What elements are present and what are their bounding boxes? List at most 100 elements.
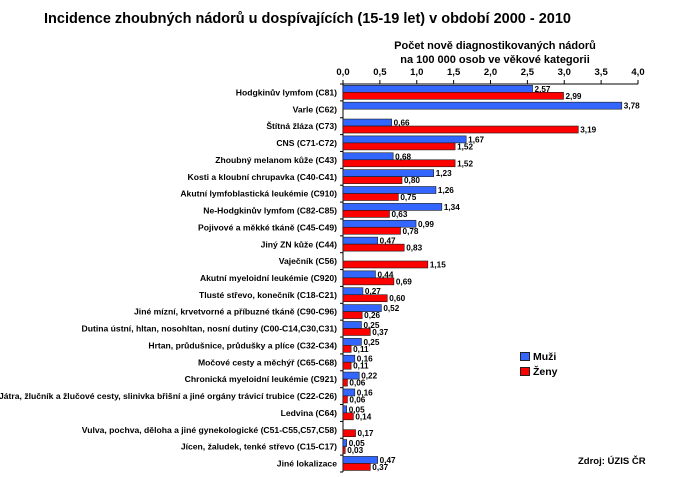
x-tick-label: 2,5 — [521, 67, 535, 78]
bar-muzi — [342, 371, 360, 380]
value-label-zeny: 0,63 — [391, 210, 407, 219]
value-label-zeny: 1,52 — [457, 142, 473, 151]
bar-muzi — [342, 169, 435, 177]
x-tick-label: 3,5 — [595, 67, 609, 78]
bar-zeny — [342, 429, 356, 437]
bar-zeny — [342, 210, 390, 218]
bar-zeny — [342, 243, 405, 252]
category-label: Jiné lokalizace — [277, 459, 337, 469]
bar-muzi — [342, 186, 437, 194]
bar-zeny — [342, 277, 395, 286]
legend-swatch-zeny — [520, 367, 530, 376]
value-label-zeny: 1,52 — [457, 159, 473, 168]
bar-muzi — [342, 287, 364, 296]
value-label-muzi: 0,47 — [380, 237, 396, 246]
bar-zeny — [342, 446, 346, 454]
value-label-zeny: 0,78 — [403, 227, 419, 236]
chart-title: Incidence zhoubných nádorů u dospívající… — [44, 11, 571, 27]
value-label-muzi: 0,66 — [394, 119, 410, 128]
value-label-muzi: 1,34 — [444, 203, 460, 212]
value-label-zeny: 0,83 — [406, 244, 422, 253]
bars — [342, 85, 623, 471]
legend-swatch-muzi — [520, 352, 530, 361]
category-label: Akutní lymfoblastická leukémie (C910) — [180, 189, 337, 199]
bar-muzi — [342, 270, 376, 279]
x-axis-title-line-1: Počet nově diagnostikovaných nádorů — [394, 40, 596, 52]
category-label: Chronická myeloidní leukémie (C921) — [185, 374, 337, 384]
value-label-muzi: 1,67 — [468, 135, 484, 144]
bar-muzi — [342, 321, 362, 329]
value-label-muzi: 0,27 — [365, 287, 381, 296]
category-label: Jiné mízní, krvetvorné a příbuzné tkáně … — [134, 307, 337, 317]
category-label: Jícen, žaludek, tenké střevo (C15-C17) — [181, 442, 337, 452]
value-label-zeny: 0,80 — [404, 176, 420, 185]
category-label: Vulva, pochva, děloha a jiné gynekologic… — [82, 425, 337, 435]
bar-zeny — [342, 412, 354, 421]
source-note: Zdroj: ÚZIS ČR — [578, 456, 646, 467]
bar-muzi — [342, 118, 392, 127]
value-label-zeny: 0,69 — [396, 277, 412, 286]
bar-zeny — [342, 294, 388, 303]
value-label-muzi: 0,05 — [349, 439, 365, 448]
bar-zeny — [342, 463, 371, 471]
value-label-muzi: 0,16 — [357, 355, 373, 364]
value-label-muzi: 0,16 — [357, 388, 373, 397]
bar-zeny — [342, 176, 403, 184]
x-tick-label: 1,0 — [410, 67, 423, 78]
value-label-zeny: 0,11 — [353, 345, 369, 354]
value-label-muzi: 0,52 — [383, 304, 399, 313]
x-tick-label: 4,0 — [631, 67, 644, 78]
bar-muzi — [342, 135, 467, 144]
value-label-muzi: 0,22 — [361, 372, 377, 381]
value-label-zeny: 0,37 — [372, 328, 388, 337]
bar-muzi — [342, 439, 347, 447]
category-label: Štítná žláza (C73) — [266, 120, 337, 131]
bar-zeny — [342, 361, 352, 370]
category-label: Játra, žlučník a žlučové cesty, slinivka… — [0, 391, 337, 401]
x-tick-label: 1,5 — [447, 67, 461, 78]
bar-zeny — [342, 159, 456, 168]
legend-item-zeny: Ženy — [520, 364, 558, 379]
value-label-muzi: 0,99 — [418, 220, 434, 229]
legend-label-muzi: Muži — [533, 350, 557, 363]
bar-zeny — [342, 328, 371, 336]
category-label: Tlusté střevo, konečník (C18-C21) — [199, 290, 337, 300]
x-axis: 0,0 0,5 1,0 1,5 2,0 2,5 3,0 3,5 4,0 — [336, 67, 645, 85]
value-label-zeny: 1,15 — [430, 260, 446, 269]
value-label-zeny: 0,06 — [349, 395, 365, 404]
value-label-muzi: 0,25 — [363, 321, 379, 330]
category-label: Hodgkinův lymfom (C81) — [236, 87, 337, 97]
value-label-muzi: 1,26 — [438, 186, 454, 195]
bar-zeny — [342, 395, 348, 404]
x-axis-title-line-2: na 100 000 osob ve věkové kategorii — [400, 54, 590, 66]
value-label-zeny: 0,14 — [355, 412, 371, 421]
category-label: Močové cesty a měchýř (C65-C68) — [198, 357, 337, 367]
category-label: Varle (C62) — [293, 104, 338, 114]
category-label: Akutní myeloidní leukémie (C920) — [200, 273, 337, 283]
bar-muzi — [342, 388, 356, 397]
bar-zeny — [342, 142, 456, 151]
category-label: Hrtan, průdušnice, průdušky a plíce (C32… — [148, 340, 337, 350]
value-label-zeny: 0,06 — [349, 379, 365, 388]
x-tick-label: 0,0 — [336, 67, 349, 78]
x-axis-title: Počet nově diagnostikovaných nádorů na 1… — [330, 39, 660, 67]
bar-zeny — [342, 378, 348, 387]
bar-zeny — [342, 311, 363, 319]
value-label-muzi: 0,44 — [377, 270, 393, 279]
legend: Muži Ženy — [520, 349, 558, 379]
value-label-muzi: 0,68 — [395, 152, 411, 161]
bar-muzi — [342, 101, 623, 110]
value-label-zeny: 0,26 — [364, 311, 380, 320]
value-label-muzi: 0,05 — [349, 405, 365, 414]
category-label: CNS (C71-C72) — [276, 138, 337, 148]
value-label-muzi: 1,23 — [436, 169, 452, 178]
x-tick-label: 2,0 — [484, 67, 497, 78]
bar-muzi — [342, 338, 362, 346]
value-label-muzi: 0,25 — [363, 338, 379, 347]
value-label-zeny: 0,60 — [389, 294, 405, 303]
value-label-muzi: 3,78 — [624, 102, 640, 111]
bar-zeny — [342, 193, 399, 201]
value-label-zeny: 0,03 — [347, 446, 363, 455]
category-label: Ledvina (C64) — [281, 408, 337, 418]
category-label: Jiný ZN kůže (C44) — [261, 239, 338, 249]
